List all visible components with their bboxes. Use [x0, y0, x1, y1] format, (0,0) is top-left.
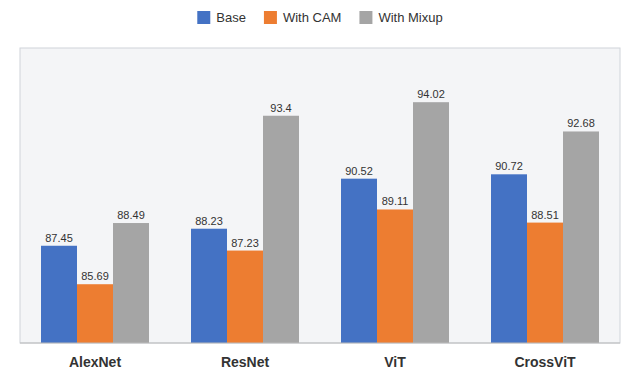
chart-container: 87.45 88.23 90.52 90.72 85.69 87.23 89.11 88.51…: [0, 0, 640, 385]
legend: Base With CAM With Mixup: [197, 10, 442, 25]
x-tick-label: AlexNet: [69, 354, 121, 370]
bar: [413, 102, 449, 343]
bar: [377, 209, 413, 343]
legend-swatch: [197, 11, 210, 24]
data-label: 90.52: [345, 165, 373, 177]
bars: [41, 102, 599, 343]
x-tick-label: ViT: [384, 354, 406, 370]
data-labels: 87.45 88.23 90.52 90.72 85.69 87.23 89.11 88.51…: [45, 88, 595, 282]
data-label: 85.69: [81, 270, 109, 282]
data-label: 88.51: [531, 209, 559, 221]
legend-label: With Mixup: [378, 10, 442, 25]
legend-label: Base: [216, 10, 246, 25]
bar: [191, 229, 227, 343]
bar: [527, 223, 563, 343]
legend-swatch: [359, 11, 372, 24]
x-tick-label: CrossViT: [514, 354, 576, 370]
data-label: 87.45: [45, 232, 73, 244]
legend-label: With CAM: [283, 10, 342, 25]
bar: [41, 246, 77, 343]
data-label: 87.23: [231, 237, 259, 249]
x-tick-label: ResNet: [221, 354, 270, 370]
legend-item: With CAM: [264, 10, 342, 25]
bar: [263, 116, 299, 343]
bar: [227, 251, 263, 343]
data-label: 90.72: [495, 160, 523, 172]
data-label: 93.4: [270, 102, 291, 114]
bar: [77, 284, 113, 343]
x-axis-line: [20, 343, 620, 344]
data-label: 89.11: [382, 195, 409, 207]
data-label: 88.23: [195, 215, 223, 227]
legend-item: Base: [197, 10, 246, 25]
bar: [491, 174, 527, 343]
data-label: 88.49: [117, 209, 145, 221]
bar: [113, 223, 149, 343]
data-label: 94.02: [417, 88, 445, 100]
legend-swatch: [264, 11, 277, 24]
bar: [341, 179, 377, 343]
data-label: 92.68: [567, 117, 595, 129]
legend-item: With Mixup: [359, 10, 442, 25]
bar: [563, 131, 599, 343]
chart: 87.45 88.23 90.52 90.72 85.69 87.23 89.11 88.51…: [0, 0, 640, 385]
